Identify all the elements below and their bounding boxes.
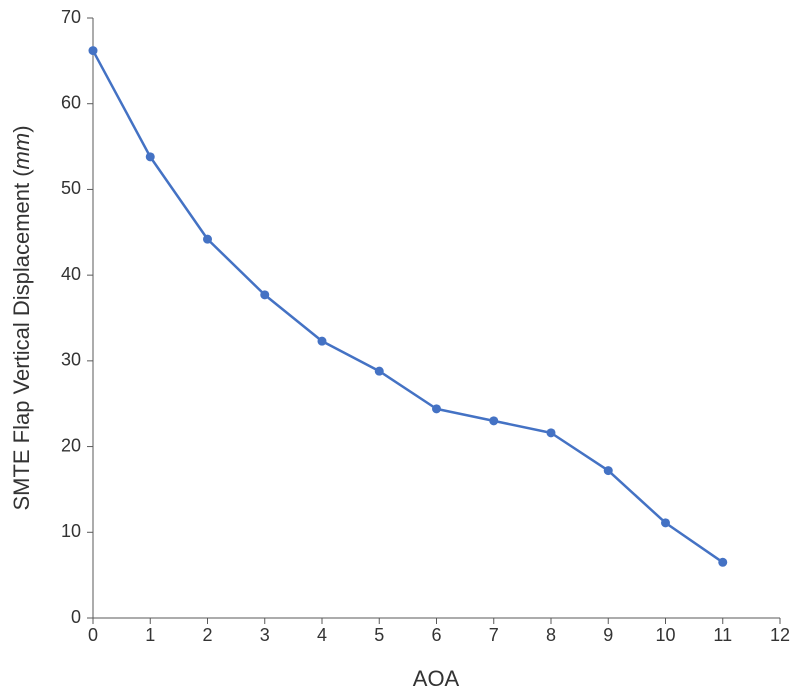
x-tick-label: 5 <box>374 625 384 645</box>
y-tick-label: 20 <box>61 435 81 455</box>
y-axis-title: SMTE Flap Vertical Displacement (mm) <box>9 125 35 510</box>
x-tick-label: 1 <box>145 625 155 645</box>
y-tick-label: 60 <box>61 92 81 112</box>
x-tick-label: 9 <box>603 625 613 645</box>
y-tick-label: 0 <box>71 607 81 627</box>
x-tick-label: 0 <box>88 625 98 645</box>
y-tick-label: 70 <box>61 7 81 27</box>
x-tick-label: 10 <box>655 625 675 645</box>
chart-container: 0102030405060700123456789101112 SMTE Fla… <box>0 0 798 699</box>
x-tick-label: 12 <box>770 625 790 645</box>
x-axis-title: AOA <box>413 666 459 692</box>
series-marker-displacement <box>318 337 327 346</box>
series-marker-displacement <box>661 518 670 527</box>
x-tick-label: 6 <box>431 625 441 645</box>
x-tick-label: 4 <box>317 625 327 645</box>
y-tick-label: 40 <box>61 264 81 284</box>
series-marker-displacement <box>89 46 98 55</box>
series-marker-displacement <box>146 152 155 161</box>
series-marker-displacement <box>547 428 556 437</box>
series-marker-displacement <box>489 416 498 425</box>
series-marker-displacement <box>375 367 384 376</box>
y-tick-label: 50 <box>61 178 81 198</box>
x-tick-label: 11 <box>713 625 732 645</box>
series-marker-displacement <box>718 558 727 567</box>
series-marker-displacement <box>604 466 613 475</box>
series-marker-displacement <box>203 235 212 244</box>
series-marker-displacement <box>260 290 269 299</box>
series-marker-displacement <box>432 404 441 413</box>
line-chart: 0102030405060700123456789101112 <box>0 0 798 699</box>
y-tick-label: 10 <box>61 521 81 541</box>
x-tick-label: 3 <box>260 625 270 645</box>
x-tick-label: 2 <box>202 625 212 645</box>
y-tick-label: 30 <box>61 350 81 370</box>
x-tick-label: 8 <box>546 625 556 645</box>
x-tick-label: 7 <box>489 625 499 645</box>
